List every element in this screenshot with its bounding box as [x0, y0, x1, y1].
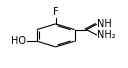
Text: NH: NH	[97, 19, 112, 29]
Text: NH₂: NH₂	[97, 30, 116, 40]
Text: HO: HO	[11, 36, 26, 46]
Text: F: F	[53, 7, 58, 17]
